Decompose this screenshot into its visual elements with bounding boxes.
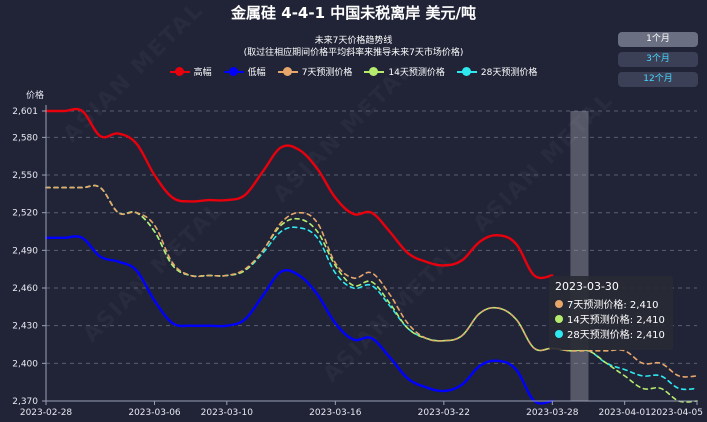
axes: 2,370 2,400 2,430 2,460 2,490 2,520 2,550 2,580… bbox=[12, 105, 703, 418]
y-tick-label: 2,601 bbox=[12, 107, 38, 117]
x-tick-label: 2023-03-06 bbox=[128, 408, 181, 418]
range-button-1-month[interactable]: 1个月 bbox=[618, 32, 698, 47]
y-tick-label: 2,550 bbox=[12, 171, 38, 181]
range-button-3-months[interactable]: 3个月 bbox=[618, 52, 698, 67]
legend-item-high[interactable]: 高幅 bbox=[169, 65, 212, 78]
y-tick-label: 2,400 bbox=[12, 359, 38, 369]
tooltip-value: 14天预测价格: 2,410 bbox=[567, 315, 665, 326]
series-line-3 bbox=[45, 184, 698, 403]
legend-swatch bbox=[456, 67, 477, 76]
y-tick-label: 2,580 bbox=[12, 133, 38, 143]
tooltip-marker bbox=[555, 299, 563, 308]
y-tick-label: 2,490 bbox=[12, 246, 38, 256]
x-tick-label: 2023-04-01 bbox=[599, 408, 651, 418]
series-line-1 bbox=[44, 235, 554, 405]
y-tick-label: 2,460 bbox=[12, 284, 38, 294]
chart-title: 金属硅 4-4-1 中国未税离岸 美元/吨 bbox=[231, 4, 476, 22]
x-tick-label: 2023-02-28 bbox=[20, 408, 73, 418]
chart-subtitle-note: (取过往相应期间价格平均斜率来推导未来7天市场价格) bbox=[243, 48, 464, 58]
x-tick-label: 2023-03-22 bbox=[418, 408, 470, 418]
y-axis-label: 价格 bbox=[26, 91, 45, 101]
tooltip-marker bbox=[555, 314, 563, 323]
legend-label: 28天预测价格 bbox=[480, 68, 538, 78]
x-tick-label: 2023-03-16 bbox=[309, 408, 362, 418]
series-line-0 bbox=[44, 107, 554, 280]
chart-subtitle: 未来7天价格趋势线 bbox=[314, 36, 393, 46]
y-tick-label: 2,370 bbox=[12, 397, 38, 407]
legend-swatch bbox=[364, 67, 385, 76]
x-tick-label: 2023-03-28 bbox=[526, 408, 579, 418]
tooltip-marker bbox=[555, 329, 563, 338]
legend-item-low[interactable]: 低幅 bbox=[223, 65, 266, 78]
tooltip-row: 28天预测价格: 2,410 bbox=[555, 326, 667, 341]
series-line-2 bbox=[45, 184, 698, 378]
legend-swatch bbox=[277, 67, 298, 76]
hover-band bbox=[570, 111, 589, 401]
x-tick-label: 2023-04-05 bbox=[651, 408, 703, 418]
y-tick-label: 2,430 bbox=[12, 322, 38, 332]
legend-swatch bbox=[169, 67, 190, 76]
highlight-band bbox=[570, 111, 589, 401]
tooltip-date: 2023-03-30 bbox=[555, 280, 619, 293]
x-tick-label: 2023-03-10 bbox=[201, 408, 254, 418]
range-button-12-months[interactable]: 12个月 bbox=[618, 72, 698, 87]
legend-item-7day-forecast[interactable]: 7天预测价格 bbox=[277, 65, 353, 78]
tooltip-row: 7天预测价格: 2,410 bbox=[555, 296, 667, 311]
legend-label: 14天预测价格 bbox=[388, 68, 445, 78]
tooltip: 2023-03-30 7天预测价格: 2,410 14天预测价格: 2,410 … bbox=[549, 276, 673, 350]
legend: 高幅 低幅 7天预测价格 14天预测价格 28天预测价格 bbox=[0, 65, 707, 78]
legend-item-14day-forecast[interactable]: 14天预测价格 bbox=[364, 65, 445, 78]
series-lines[interactable] bbox=[44, 107, 698, 405]
tooltip-value: 7天预测价格: 2,410 bbox=[567, 300, 659, 311]
legend-label: 7天预测价格 bbox=[301, 68, 353, 78]
tooltip-value: 28天预测价格: 2,410 bbox=[567, 330, 665, 341]
legend-item-28day-forecast[interactable]: 28天预测价格 bbox=[456, 65, 538, 78]
legend-label: 低幅 bbox=[247, 68, 266, 78]
legend-label: 高幅 bbox=[193, 68, 212, 78]
range-selector: 1个月 3个月 12个月 bbox=[618, 32, 698, 92]
legend-swatch bbox=[223, 67, 244, 76]
y-tick-label: 2,520 bbox=[12, 209, 38, 219]
tooltip-row: 14天预测价格: 2,410 bbox=[555, 311, 667, 326]
